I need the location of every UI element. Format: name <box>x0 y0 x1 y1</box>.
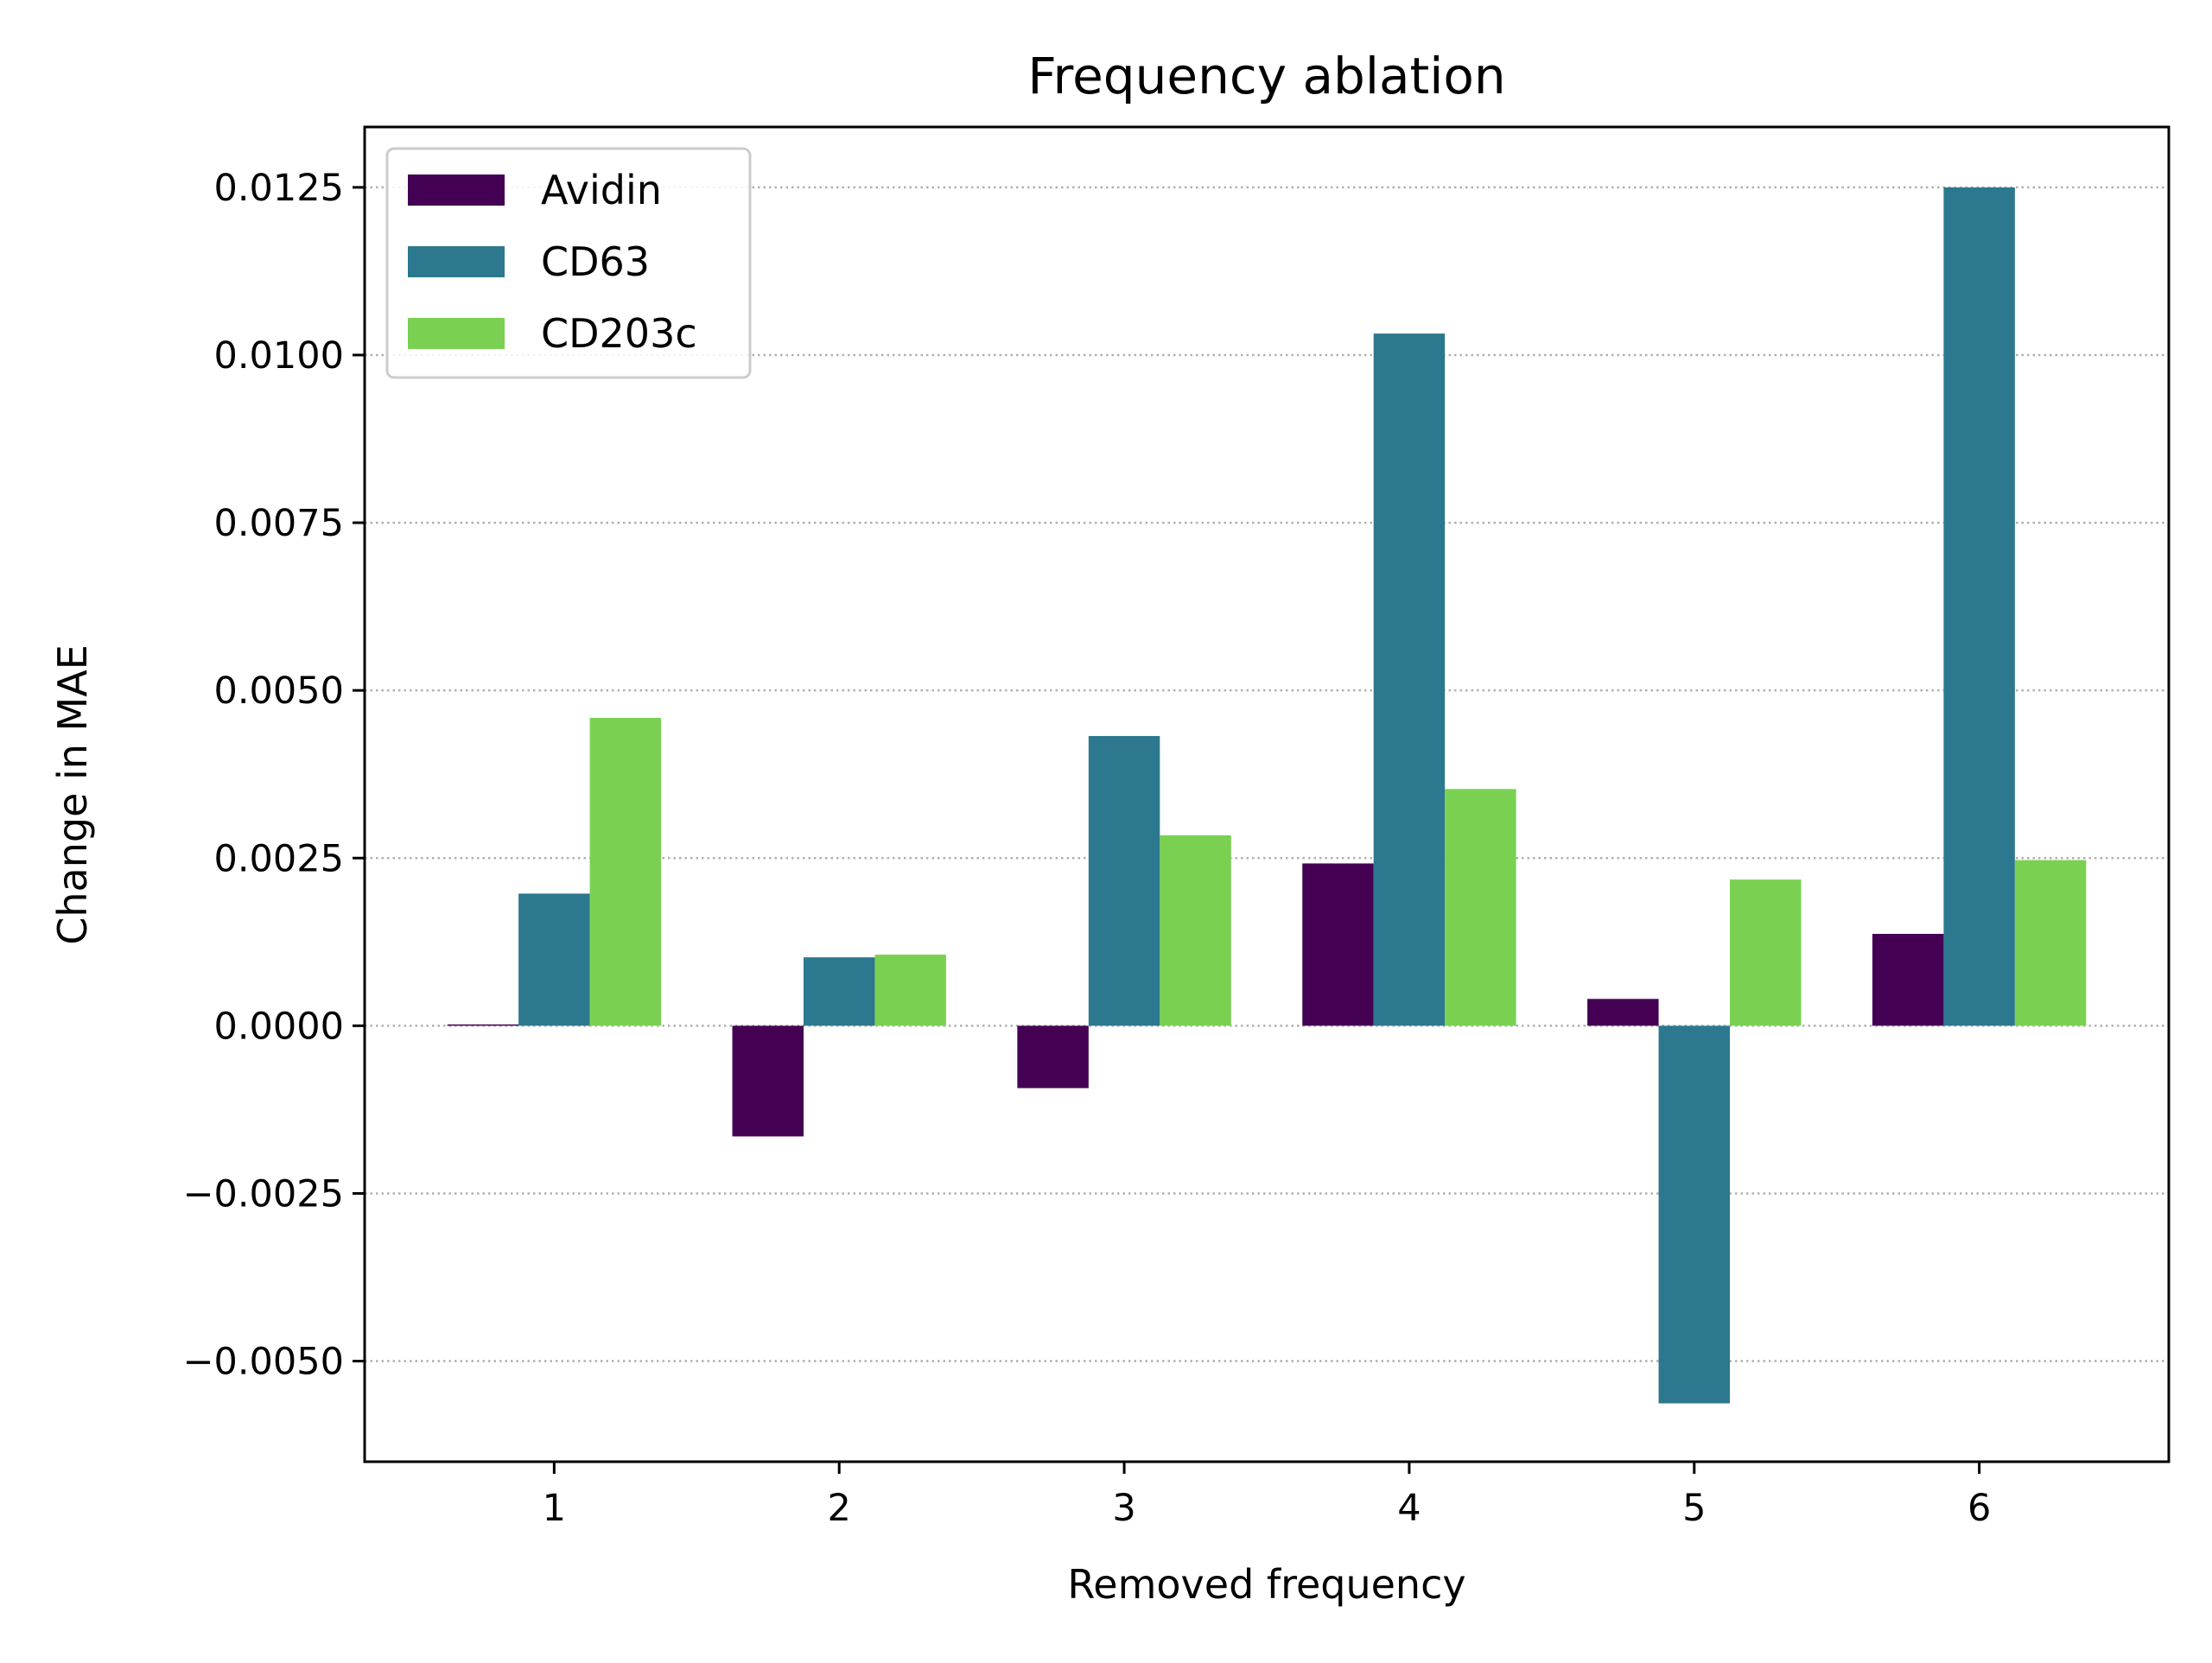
x-axis-ticks: 1 2 3 4 5 6 <box>543 1462 1991 1530</box>
bar-cd63-1 <box>518 893 590 1026</box>
bar-cd63-2 <box>803 957 875 1026</box>
bar-cd63-3 <box>1088 735 1160 1026</box>
bars <box>447 187 2087 1404</box>
legend-label-cd203c: CD203c <box>541 310 697 357</box>
bar-avidin-6 <box>1872 933 1944 1026</box>
x-tick-label: 3 <box>1112 1487 1135 1530</box>
y-tick-label: 0.0100 <box>214 334 344 378</box>
y-tick-label: 0.0000 <box>214 1005 344 1048</box>
x-tick-label: 1 <box>543 1487 566 1530</box>
x-tick-label: 5 <box>1682 1487 1706 1530</box>
chart-title: Frequency ablation <box>1027 47 1505 105</box>
x-tick-label: 6 <box>1967 1487 1991 1530</box>
y-axis-ticks: −0.0050 −0.0025 0.0000 0.0025 0.0050 0.0075 0.… <box>183 167 365 1384</box>
bar-cd203c-5 <box>1730 879 1802 1026</box>
x-axis-label: Removed frequency <box>1067 1561 1465 1608</box>
bar-avidin-2 <box>732 1025 804 1137</box>
bar-cd203c-1 <box>589 717 662 1026</box>
y-tick-label: 0.0050 <box>214 670 344 713</box>
y-tick-label: −0.0025 <box>183 1172 345 1216</box>
bar-cd63-6 <box>1943 187 2015 1026</box>
y-tick-label: 0.0025 <box>214 837 344 880</box>
bar-cd203c-6 <box>2014 860 2087 1026</box>
bar-avidin-5 <box>1587 999 1659 1026</box>
y-tick-label: −0.0050 <box>183 1341 345 1384</box>
bar-cd203c-3 <box>1160 835 1231 1026</box>
y-tick-label: 0.0125 <box>214 167 344 210</box>
bar-avidin-1 <box>447 1024 519 1026</box>
x-tick-label: 4 <box>1397 1487 1421 1530</box>
legend-label-cd63: CD63 <box>541 238 650 285</box>
bar-avidin-4 <box>1302 863 1374 1026</box>
legend-swatch-cd63 <box>408 246 505 277</box>
bar-cd203c-4 <box>1445 789 1516 1026</box>
x-tick-label: 2 <box>828 1487 851 1530</box>
plot-frame <box>363 125 2171 1463</box>
y-axis-label: Change in MAE <box>49 644 96 945</box>
bar-avidin-3 <box>1017 1025 1089 1089</box>
legend-swatch-cd203c <box>408 318 505 349</box>
legend: Avidin CD63 CD203c <box>385 147 752 379</box>
legend-swatch-avidin <box>408 175 505 206</box>
bar-cd63-4 <box>1373 333 1446 1026</box>
bar-cd63-5 <box>1658 1025 1731 1404</box>
bar-cd203c-2 <box>874 955 946 1026</box>
y-tick-label: 0.0075 <box>214 502 344 545</box>
legend-label-avidin: Avidin <box>541 167 662 213</box>
